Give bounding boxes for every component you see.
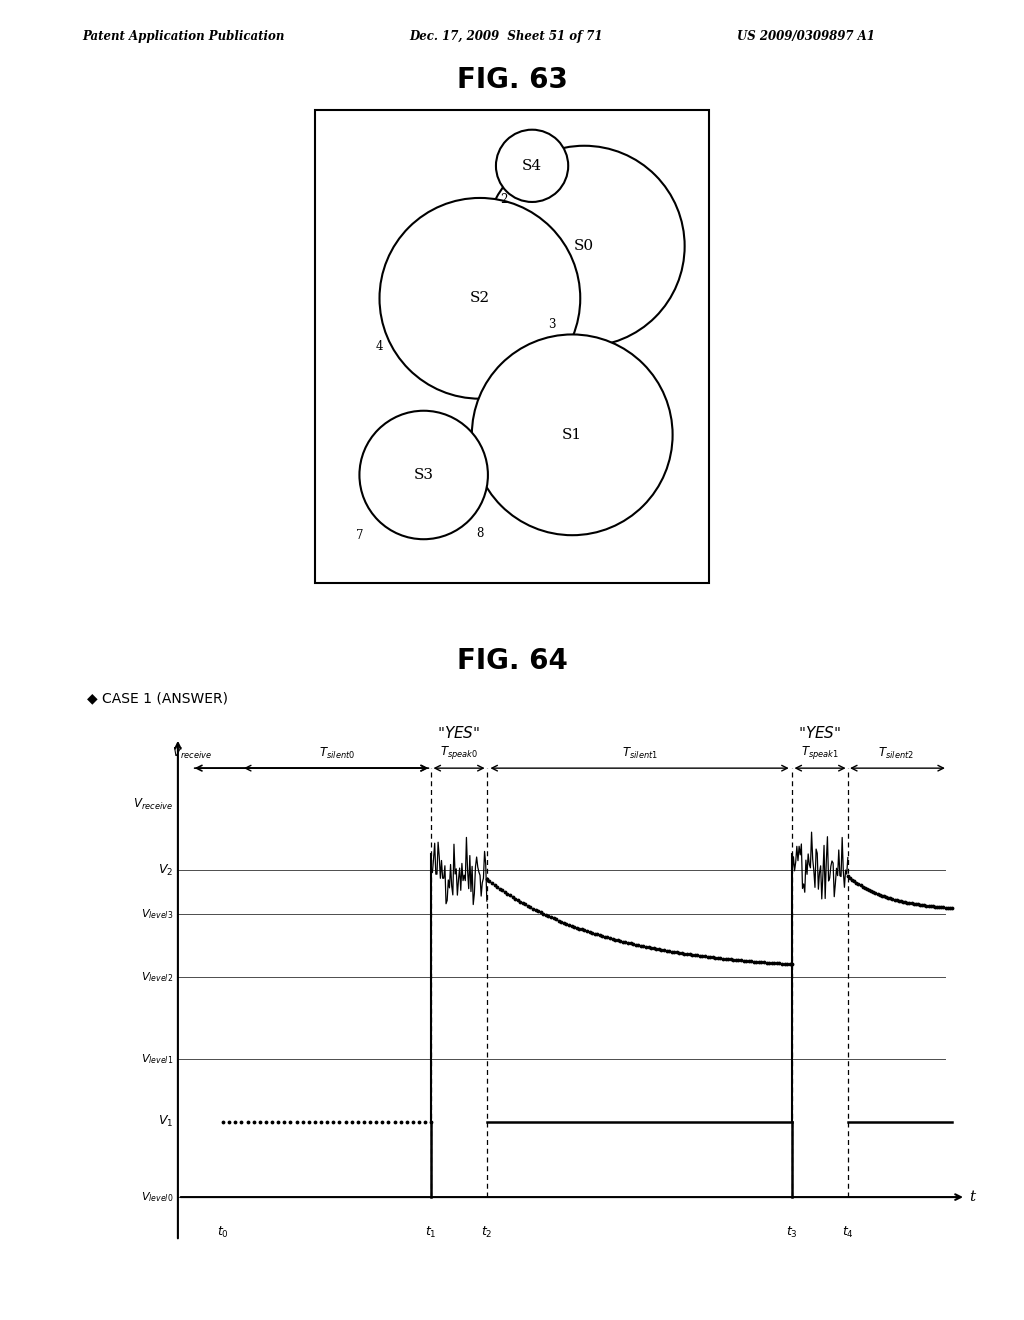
Text: $T_{silent1}$: $T_{silent1}$ — [622, 746, 657, 760]
Text: FIG. 64: FIG. 64 — [457, 647, 567, 675]
Text: $t_0$: $t_0$ — [217, 1225, 229, 1241]
Circle shape — [359, 411, 487, 539]
Text: $T_{silent0}$: $T_{silent0}$ — [319, 746, 355, 760]
Text: S1: S1 — [562, 428, 583, 442]
Text: $V_{level3}$: $V_{level3}$ — [140, 907, 173, 921]
Text: $T_{speak0}$: $T_{speak0}$ — [440, 743, 478, 760]
Text: US 2009/0309897 A1: US 2009/0309897 A1 — [737, 30, 876, 44]
Text: $T_{speak1}$: $T_{speak1}$ — [801, 743, 839, 760]
Text: 2: 2 — [501, 194, 508, 206]
Text: $T_{silent2}$: $T_{silent2}$ — [879, 746, 914, 760]
Text: Dec. 17, 2009  Sheet 51 of 71: Dec. 17, 2009 Sheet 51 of 71 — [410, 30, 603, 44]
Text: "$YES$": "$YES$" — [799, 725, 842, 741]
Text: $V_{level1}$: $V_{level1}$ — [140, 1052, 173, 1065]
Text: $V_{receive}$: $V_{receive}$ — [133, 796, 173, 812]
Text: S3: S3 — [414, 469, 434, 482]
Text: 4: 4 — [376, 341, 383, 352]
Text: S0: S0 — [574, 239, 594, 253]
Circle shape — [380, 198, 581, 399]
Text: "$YES$": "$YES$" — [437, 725, 480, 741]
Text: $t_1$: $t_1$ — [426, 1225, 437, 1241]
Text: S4: S4 — [522, 158, 542, 173]
Text: t: t — [970, 1191, 976, 1204]
Text: $V_{level2}$: $V_{level2}$ — [140, 970, 173, 983]
Circle shape — [484, 145, 685, 346]
Circle shape — [496, 129, 568, 202]
Circle shape — [472, 334, 673, 535]
Text: 7: 7 — [355, 529, 364, 541]
Text: S2: S2 — [470, 292, 489, 305]
Text: $t_3$: $t_3$ — [786, 1225, 798, 1241]
Text: $V_{level0}$: $V_{level0}$ — [140, 1191, 173, 1204]
Text: $V_{receive}$: $V_{receive}$ — [172, 746, 212, 760]
Text: FIG. 63: FIG. 63 — [457, 66, 567, 94]
Text: $V_2$: $V_2$ — [158, 862, 173, 878]
Text: 8: 8 — [476, 527, 483, 540]
Text: $t_4$: $t_4$ — [842, 1225, 854, 1241]
Text: $V_1$: $V_1$ — [158, 1114, 173, 1129]
Text: ◆ CASE 1 (ANSWER): ◆ CASE 1 (ANSWER) — [87, 692, 228, 706]
Text: $t_2$: $t_2$ — [481, 1225, 493, 1241]
Text: 3: 3 — [549, 318, 556, 331]
Text: Patent Application Publication: Patent Application Publication — [82, 30, 285, 44]
